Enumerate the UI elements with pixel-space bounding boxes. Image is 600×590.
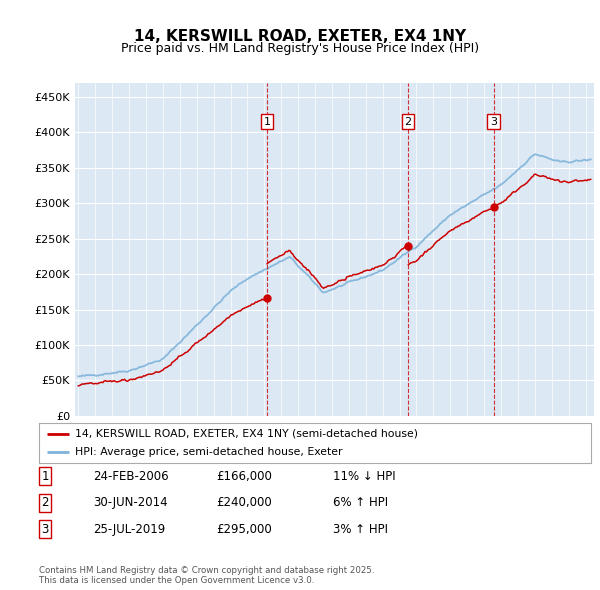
Text: 6% ↑ HPI: 6% ↑ HPI (333, 496, 388, 509)
Text: 14, KERSWILL ROAD, EXETER, EX4 1NY: 14, KERSWILL ROAD, EXETER, EX4 1NY (134, 29, 466, 44)
Text: 1: 1 (41, 470, 49, 483)
Text: 11% ↓ HPI: 11% ↓ HPI (333, 470, 395, 483)
Text: 14, KERSWILL ROAD, EXETER, EX4 1NY (semi-detached house): 14, KERSWILL ROAD, EXETER, EX4 1NY (semi… (75, 429, 418, 439)
Text: £295,000: £295,000 (216, 523, 272, 536)
Text: 2: 2 (404, 117, 412, 127)
Text: 3% ↑ HPI: 3% ↑ HPI (333, 523, 388, 536)
Text: Price paid vs. HM Land Registry's House Price Index (HPI): Price paid vs. HM Land Registry's House … (121, 42, 479, 55)
Text: 3: 3 (41, 523, 49, 536)
Text: Contains HM Land Registry data © Crown copyright and database right 2025.
This d: Contains HM Land Registry data © Crown c… (39, 566, 374, 585)
Text: HPI: Average price, semi-detached house, Exeter: HPI: Average price, semi-detached house,… (75, 447, 343, 457)
Text: 3: 3 (490, 117, 497, 127)
Text: 2: 2 (41, 496, 49, 509)
Text: 1: 1 (263, 117, 271, 127)
Text: £240,000: £240,000 (216, 496, 272, 509)
Text: 25-JUL-2019: 25-JUL-2019 (93, 523, 165, 536)
Text: 24-FEB-2006: 24-FEB-2006 (93, 470, 169, 483)
Text: £166,000: £166,000 (216, 470, 272, 483)
Text: 30-JUN-2014: 30-JUN-2014 (93, 496, 167, 509)
